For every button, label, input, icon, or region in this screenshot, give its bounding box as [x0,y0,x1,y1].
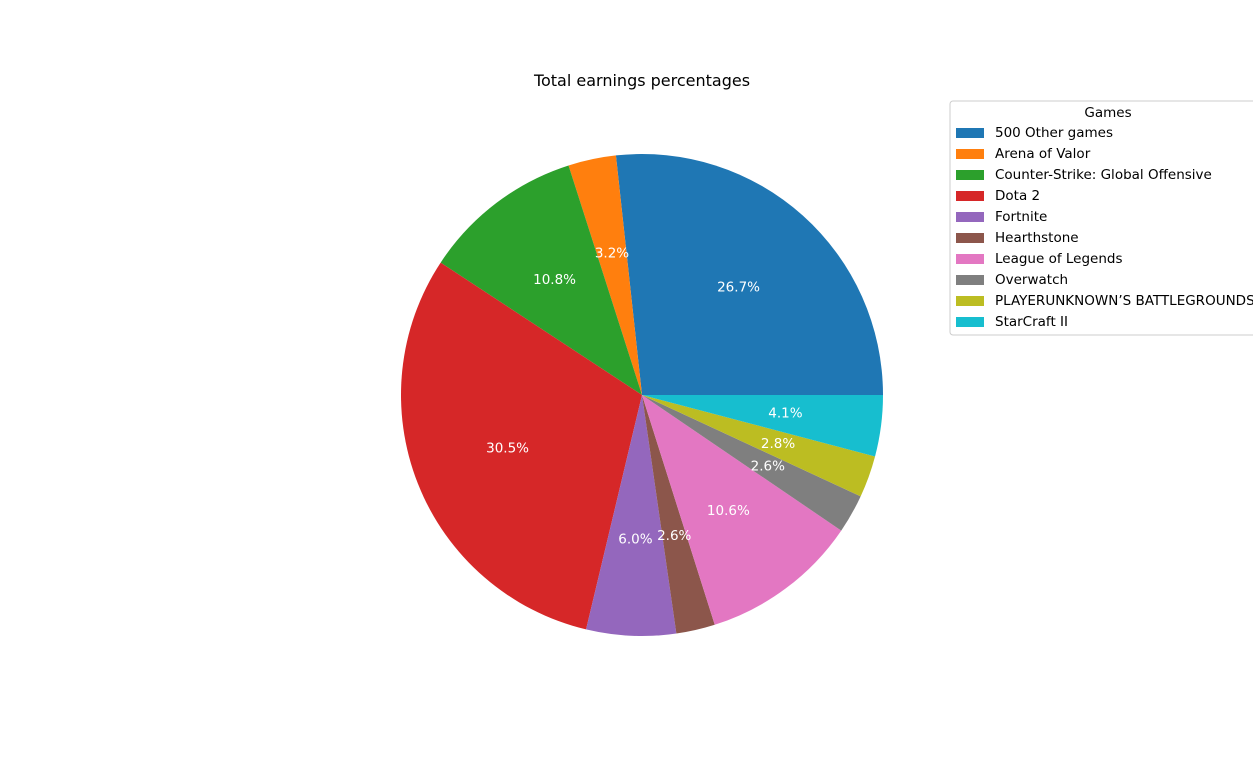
pie-slice-hearthstone [642,395,715,634]
pie-slice-fortnite [586,395,677,636]
legend-swatch-starcraft-ii [956,317,984,327]
legend-frame [949,100,1253,336]
chart-title: Total earnings percentages [533,71,750,90]
legend-label-starcraft-ii: StarCraft II [995,314,1068,330]
legend-swatch-counter-strike-global-offensive [956,170,984,180]
legend-label-overwatch: Overwatch [995,272,1068,288]
legend-swatch-overwatch [956,275,984,285]
legend-swatch-playerunknown-s-battlegrounds [956,296,984,306]
legend-label-league-of-legends: League of Legends [995,251,1123,267]
legend-swatch-500-other-games [956,128,984,138]
legend-label-500-other-games: 500 Other games [995,125,1113,141]
legend-title: Games [1084,105,1131,121]
pie-slice-starcraft-ii [642,395,883,457]
legend-swatch-league-of-legends [956,254,984,264]
legend-items: 500 Other games Arena of Valor Counter-Str… [956,125,1253,330]
legend-swatch-fortnite [956,212,984,222]
legend-label-fortnite: Fortnite [995,209,1047,225]
pie-pct-label-overwatch: 2.6% [751,458,785,474]
pie-pct-label-dota-2: 30.5% [486,440,529,456]
pie-pct-label-fortnite: 6.0% [618,531,652,547]
pie-pct-label-playerunknown-s-battlegrounds: 2.8% [761,436,795,452]
legend-label-arena-of-valor: Arena of Valor [995,146,1091,162]
pie-slice-arena-of-valor [568,155,642,395]
legend-label-hearthstone: Hearthstone [995,230,1079,246]
legend-label-dota-2: Dota 2 [995,188,1040,204]
legend-swatch-arena-of-valor [956,149,984,159]
legend-swatch-dota-2 [956,191,984,201]
pie-percent-labels: 26.7% 3.2% 10.8% 30.5% 6.0% 2.6% 10.6% 2.6% 2.8%… [486,246,803,548]
pie-pct-label-500-other-games: 26.7% [717,279,760,295]
pie-slice-overwatch [642,395,861,531]
legend-label-playerunknown-s-battlegrounds: PLAYERUNKNOWN’S BATTLEGROUNDS [995,293,1253,309]
legend: Games 500 Other games Arena of Valor Count… [949,100,1253,336]
pie-slice-playerunknown-s-battlegrounds [642,395,876,497]
pie-pct-label-league-of-legends: 10.6% [707,503,750,519]
legend-label-counter-strike-global-offensive: Counter-Strike: Global Offensive [995,167,1212,183]
legend-swatch-hearthstone [956,233,984,243]
pie-pct-label-hearthstone: 2.6% [657,528,691,544]
pie-slices [401,153,884,636]
pie-pct-label-starcraft-ii: 4.1% [768,406,802,422]
pie-pct-label-counter-strike-global-offensive: 10.8% [533,272,576,288]
pie-slice-league-of-legends [642,395,842,625]
pie-slice-dota-2 [401,262,642,630]
pie-slice-counter-strike-global-offensive [440,165,642,395]
pie-pct-label-arena-of-valor: 3.2% [595,246,629,262]
pie-slice-500-other-games [615,153,884,395]
